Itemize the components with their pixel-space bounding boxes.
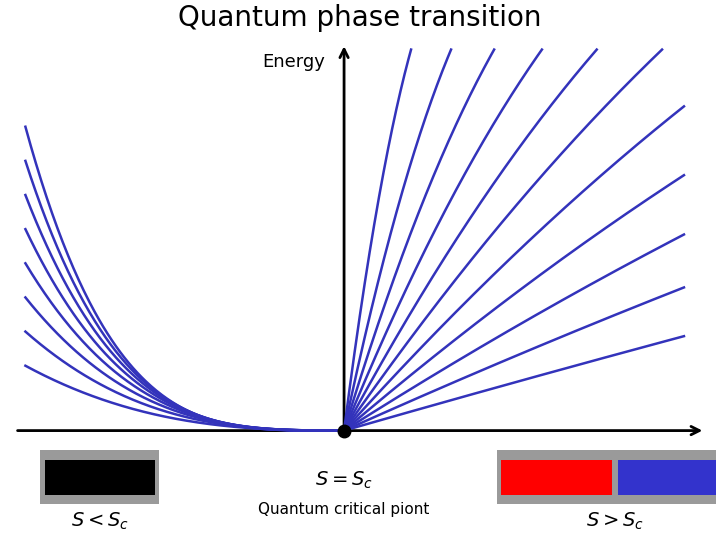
Title: Quantum phase transition: Quantum phase transition xyxy=(179,4,541,32)
Bar xyxy=(501,460,612,495)
Bar xyxy=(497,450,616,504)
Bar xyxy=(40,450,159,504)
Bar xyxy=(45,460,155,495)
Text: Energy: Energy xyxy=(262,53,325,71)
Text: $S>S_c$: $S>S_c$ xyxy=(586,510,644,532)
Text: or: or xyxy=(627,467,642,481)
Bar xyxy=(614,450,720,504)
Text: Quantum critical piont: Quantum critical piont xyxy=(258,502,430,517)
Bar xyxy=(618,460,720,495)
Text: $S=S_c$: $S=S_c$ xyxy=(315,470,373,491)
Text: $S<S_c$: $S<S_c$ xyxy=(71,510,129,532)
